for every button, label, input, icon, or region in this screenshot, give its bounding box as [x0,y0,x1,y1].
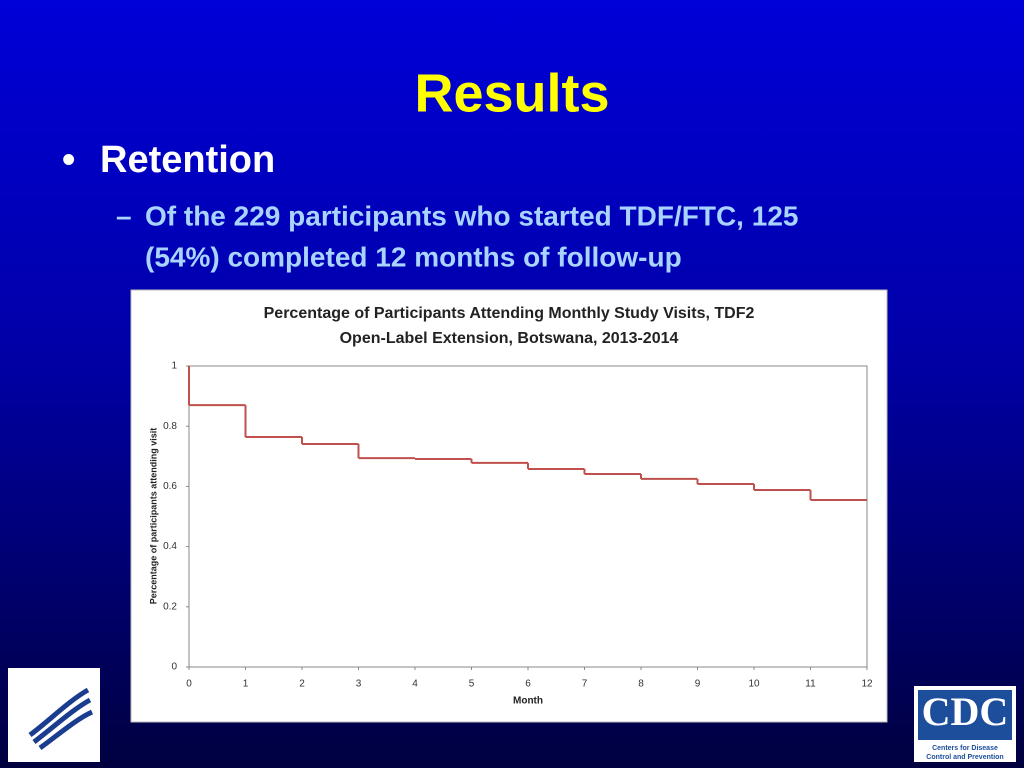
y-tick-label: 0.2 [163,601,177,612]
x-tick-label: 12 [861,679,873,690]
x-tick-label: 4 [412,679,418,690]
x-tick-label: 10 [748,679,760,690]
x-tick-label: 5 [469,679,475,690]
x-tick-label: 1 [243,679,249,690]
slide-title: Results [414,63,609,123]
bullet-dot: • [62,139,75,181]
cdc-text: CDC [922,689,1009,734]
y-axis-label: Percentage of participants attending vis… [148,428,158,605]
y-tick-label: 0.6 [163,481,177,492]
x-tick-label: 6 [525,679,531,690]
y-tick-label: 1 [171,361,177,372]
x-tick-label: 3 [356,679,362,690]
x-axis-label: Month [513,696,543,707]
cdc-caption: Centers for Disease [932,745,998,752]
chart: Percentage of Participants Attending Mon… [148,305,873,706]
x-tick-label: 2 [299,679,305,690]
y-tick-label: 0 [171,662,177,673]
x-tick-label: 0 [186,679,192,690]
hhs-logo-mark [28,687,94,751]
chart-title: Percentage of Participants Attending Mon… [264,305,755,322]
x-tick-label: 8 [638,679,644,690]
dash: – [116,200,132,231]
chart-title: Open-Label Extension, Botswana, 2013-201… [340,330,679,347]
y-tick-label: 0.8 [163,421,177,432]
x-tick-label: 9 [695,679,701,690]
x-tick-label: 7 [582,679,588,690]
x-tick-label: 11 [805,679,816,690]
sub-bullet: Of the 229 participants who started TDF/… [145,200,798,231]
chart-panel [130,289,888,723]
y-tick-label: 0.4 [163,541,177,552]
cdc-logo-box [918,690,1012,740]
bullet: Retention [100,139,275,181]
cdc-caption: Control and Prevention [926,754,1003,761]
sub-bullet: (54%) completed 12 months of follow-up [145,241,682,272]
